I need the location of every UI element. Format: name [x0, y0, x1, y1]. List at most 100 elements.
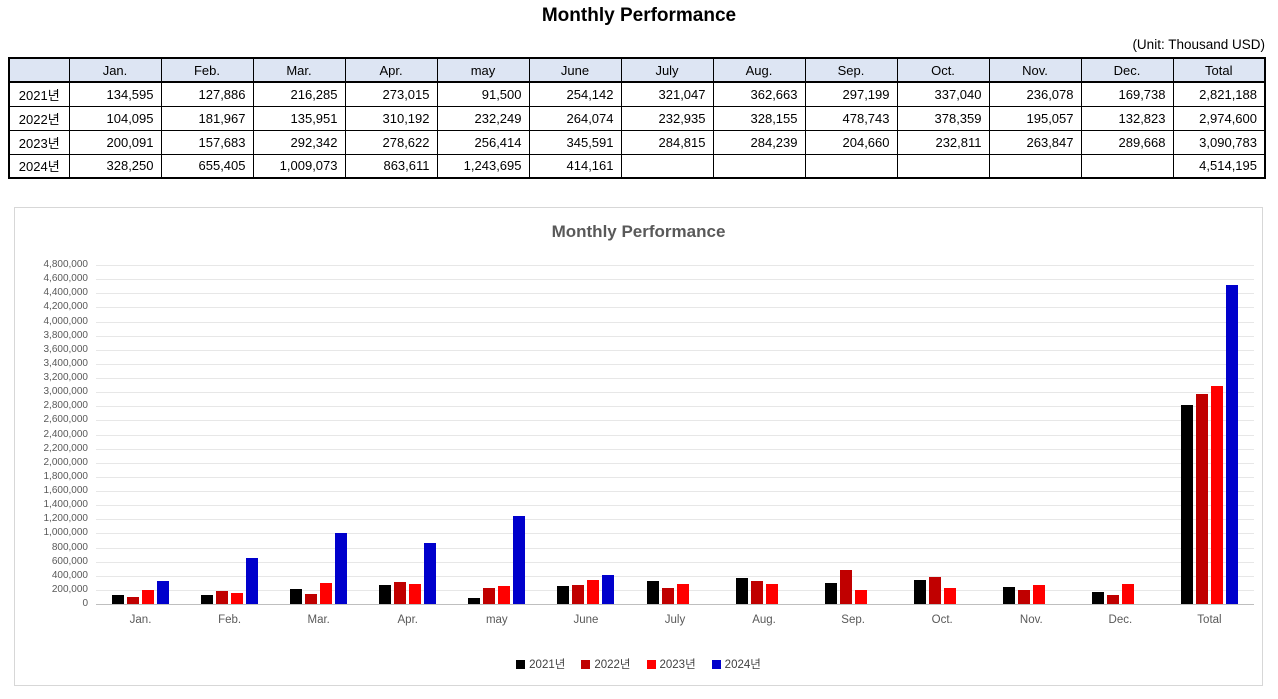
legend-swatch	[516, 659, 526, 669]
grid-line	[96, 448, 1254, 450]
table-cell: 135,951	[252, 105, 346, 131]
bar-2024년-Feb.	[246, 557, 259, 604]
y-axis-label: 1,800,000	[43, 470, 89, 482]
bar-2022년-may	[483, 587, 496, 604]
grid-line	[96, 321, 1254, 323]
legend-label: 2021년	[529, 659, 566, 671]
legend-item: 2022년	[581, 656, 631, 672]
bar-2023년-Apr.	[409, 584, 422, 604]
bar-2024년-Apr.	[424, 543, 437, 604]
table-cell: 310,192	[344, 105, 438, 131]
legend-label: 2023년	[659, 659, 696, 671]
bar-2021년-Aug.	[735, 578, 748, 604]
x-axis-label: Nov.	[1019, 614, 1043, 626]
bar-2022년-Sep.	[839, 570, 852, 604]
table-cell: 157,683	[160, 129, 254, 155]
bar-2022년-Oct.	[928, 577, 941, 604]
bar-2022년-Nov.	[1017, 590, 1030, 604]
y-axis-label: 2,800,000	[43, 400, 89, 412]
column-header: Feb.	[160, 57, 254, 83]
table-cell: 232,935	[620, 105, 714, 131]
legend-item: 2024년	[711, 656, 761, 672]
bar-2023년-Nov.	[1032, 585, 1045, 604]
grid-line	[96, 406, 1254, 408]
bar-2023년-Aug.	[765, 583, 778, 604]
legend-label: 2024년	[724, 659, 761, 671]
y-axis-label: 4,600,000	[43, 273, 89, 285]
table-cell: 200,091	[68, 129, 162, 155]
bar-2021년-Apr.	[379, 584, 392, 604]
table-cell: 127,886	[160, 81, 254, 107]
column-header: Aug.	[712, 57, 806, 83]
y-axis-label: 800,000	[51, 541, 88, 553]
x-axis-label: Sep.	[841, 614, 865, 626]
bar-2024년-Total	[1225, 285, 1238, 604]
y-axis-label: 3,000,000	[43, 386, 89, 398]
column-header: Apr.	[344, 57, 438, 83]
grid-line	[96, 434, 1254, 436]
bar-2022년-June	[572, 585, 585, 604]
bar-2021년-Mar.	[290, 588, 303, 604]
grid-line	[96, 349, 1254, 351]
plot-area: 0 200,000 400,000 600,000 800,000 1,000,000 1,…	[44, 260, 1254, 626]
bar-2024년-Mar.	[335, 532, 348, 604]
column-header: June	[528, 57, 622, 83]
grid-line	[96, 279, 1254, 281]
bar-2024년-June	[602, 574, 615, 604]
bar-2022년-Jan.	[127, 596, 140, 604]
table-header-row: Jan. Feb. Mar. Apr. may June July Aug. Sep. Oct. N…	[8, 57, 1266, 83]
table-row: 2024년 328,250 655,405 1,009,073 863,611 1,243…	[8, 153, 1266, 179]
bar-2023년-Feb.	[231, 592, 244, 604]
y-axis-label: 400,000	[51, 569, 88, 581]
table-cell: 362,663	[712, 81, 806, 107]
table-cell: 134,595	[68, 81, 162, 107]
bar-2022년-Mar.	[305, 594, 318, 604]
unit-label: (Unit: Thousand USD)	[1132, 37, 1265, 52]
table-cell: 204,660	[804, 129, 898, 155]
y-axis-label: 2,000,000	[43, 456, 89, 468]
bar-2023년-June	[587, 579, 600, 604]
monthly-performance-chart: Monthly Performance 0 200,000 400,000 600,0…	[14, 207, 1263, 686]
bar-2024년-may	[513, 516, 526, 604]
y-axis-label: 1,400,000	[43, 499, 89, 511]
bar-2021년-Sep.	[824, 583, 837, 604]
grid-line	[96, 491, 1254, 492]
table-cell	[1080, 153, 1174, 179]
bar-2021년-Dec.	[1091, 592, 1104, 604]
bar-2022년-Total	[1195, 393, 1208, 604]
x-axis-label: July	[664, 614, 686, 626]
grid-line	[96, 335, 1254, 337]
x-axis-label: Mar.	[307, 614, 330, 626]
y-axis-label: 4,000,000	[43, 315, 89, 327]
table-cell: 2,821,188	[1172, 81, 1266, 107]
table-cell: 655,405	[160, 153, 254, 179]
x-axis-label: Oct.	[931, 614, 953, 626]
y-axis-label: 4,400,000	[43, 287, 89, 299]
bar-2023년-Jan.	[142, 589, 155, 604]
table-cell: 132,823	[1080, 105, 1174, 131]
bar-2023년-Total	[1210, 385, 1223, 604]
grid-line	[96, 519, 1254, 521]
grid-line	[96, 420, 1254, 422]
column-header: Sep.	[804, 57, 898, 83]
column-header: July	[620, 57, 714, 83]
table-cell: 284,239	[712, 129, 806, 155]
table-cell: 345,591	[528, 129, 622, 155]
table-row: 2022년 104,095 181,967 135,951 310,192 232,249…	[8, 105, 1266, 131]
x-axis-label: Dec.	[1108, 614, 1133, 626]
table-cell: 1,243,695	[436, 153, 530, 179]
y-axis-label: 3,800,000	[43, 329, 89, 341]
table-cell: 195,057	[988, 105, 1082, 131]
column-header: Jan.	[68, 57, 162, 83]
table-cell: 104,095	[68, 105, 162, 131]
y-axis-label: 600,000	[51, 555, 88, 567]
legend-label: 2022년	[594, 659, 631, 671]
grid-line	[96, 533, 1254, 535]
legend-item: 2023년	[646, 656, 696, 672]
bar-2023년-Sep.	[854, 589, 867, 604]
table-cell: 328,250	[68, 153, 162, 179]
bar-2023년-Oct.	[943, 587, 956, 604]
table-cell	[896, 153, 990, 179]
table-cell: 289,668	[1080, 129, 1174, 155]
table-cell	[712, 153, 806, 179]
